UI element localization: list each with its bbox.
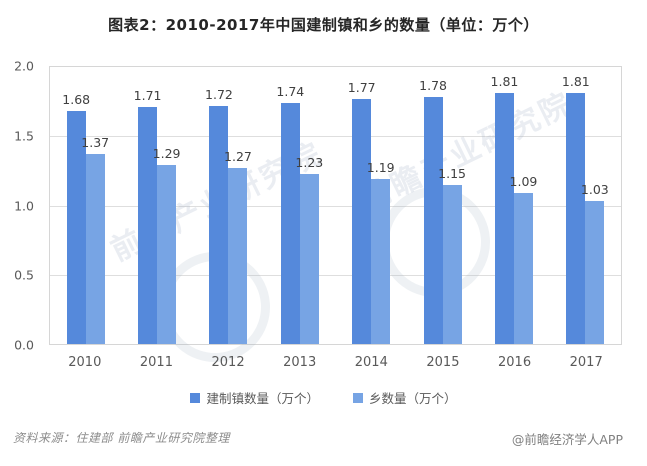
bar-group-2012: 1.72 1.27 <box>193 67 264 344</box>
legend-item-series2: 乡数量（万个） <box>353 388 457 407</box>
bar-series1-2010: 1.68 <box>62 92 90 344</box>
y-tick-label: 0.0 <box>14 337 34 353</box>
bar-series1-2014: 1.77 <box>348 80 376 344</box>
x-tick-label-2017: 2017 <box>569 355 603 370</box>
bar-value-label: 1.09 <box>509 174 538 190</box>
bar-value-label: 1.81 <box>561 74 590 90</box>
legend-label: 建制镇数量（万个） <box>206 391 319 406</box>
bar-series2-2015: 1.15 <box>438 166 466 344</box>
bar-group-2015: 1.78 1.15 <box>407 67 478 344</box>
bar-series1-2015: 1.78 <box>419 78 447 344</box>
bar-series2-2016: 1.09 <box>510 174 537 344</box>
gridline <box>50 136 621 138</box>
y-tick-label: 1.5 <box>14 128 34 144</box>
bar-series2-2017: 1.03 <box>581 182 609 344</box>
x-tick-label-2011: 2011 <box>139 355 173 370</box>
y-axis: 2.0 1.5 1.0 0.5 0.0 <box>0 59 42 353</box>
bar-series2-2012: 1.27 <box>224 149 252 344</box>
bar-value-label: 1.81 <box>490 74 519 90</box>
bar-series1-2017: 1.81 <box>562 74 590 344</box>
bar-groups: 1.68 1.37 1.71 1.29 1.72 1.27 1.74 1.23 1.77 1.19… <box>50 67 621 344</box>
bar-series2-2013: 1.23 <box>295 155 323 344</box>
bar-value-label: 1.72 <box>205 86 233 102</box>
bar-value-label: 1.71 <box>133 88 162 104</box>
x-tick-label-2013: 2013 <box>283 355 317 370</box>
legend: 建制镇数量（万个） 乡数量（万个） <box>0 388 647 407</box>
x-tick-label-2014: 2014 <box>354 355 388 370</box>
bar-value-label: 1.78 <box>419 78 447 94</box>
legend-item-series1: 建制镇数量（万个） <box>190 388 319 407</box>
bar-value-label: 1.27 <box>224 149 252 165</box>
x-tick-label-2016: 2016 <box>498 355 532 370</box>
bar-series2-2011: 1.29 <box>153 146 180 344</box>
bar-series1-2013: 1.74 <box>276 84 304 344</box>
legend-marker-icon <box>353 392 363 403</box>
x-axis: 2010 2011 2012 2013 2014 2015 2016 2017 <box>49 355 622 370</box>
bar-value-label: 1.19 <box>366 160 395 176</box>
bar-group-2011: 1.71 1.29 <box>121 67 192 344</box>
bar-series1-2011: 1.71 <box>134 88 161 344</box>
bar-value-label: 1.29 <box>152 146 181 162</box>
x-tick-label-2015: 2015 <box>426 355 460 370</box>
bar-value-label: 1.68 <box>62 92 91 108</box>
bar-value-label: 1.15 <box>438 165 466 181</box>
plot-area: 前瞻产业研究院 前瞻产业研究院 1.681.371.711.291.721.27… <box>49 66 622 381</box>
bar-value-label: 1.74 <box>276 84 305 100</box>
x-tick-label-2012: 2012 <box>211 355 245 370</box>
bar-value-label: 1.23 <box>295 154 324 170</box>
x-tick-label-2010: 2010 <box>68 355 102 370</box>
bar-series2-2014: 1.19 <box>367 160 395 344</box>
bar-group-2013: 1.74 1.23 <box>264 67 335 344</box>
legend-marker-icon <box>190 392 201 403</box>
bar-value-label: 1.03 <box>580 182 609 198</box>
bar-value-label: 1.77 <box>347 79 376 95</box>
bar-group-2010: 1.68 1.37 <box>50 67 121 344</box>
bar-series1-2016: 1.81 <box>491 74 518 344</box>
bar-series1-2012: 1.72 <box>205 87 233 344</box>
gridline <box>50 274 621 276</box>
y-tick-label: 1.0 <box>14 198 34 213</box>
y-tick-label: 2.0 <box>14 58 34 74</box>
bar-group-2017: 1.81 1.03 <box>550 67 621 344</box>
bar-series2-2010: 1.37 <box>81 135 109 344</box>
bar-value-label: 1.37 <box>81 135 110 151</box>
legend-label: 乡数量（万个） <box>369 391 457 406</box>
chart-title: 图表2：2010-2017年中国建制镇和乡的数量（单位：万个） <box>108 16 539 34</box>
bar-group-2016: 1.81 1.09 <box>478 67 549 344</box>
source-note: 资料来源：住建部 前瞻产业研究院整理 <box>13 431 230 445</box>
bar-group-2014: 1.77 1.19 <box>336 67 407 344</box>
gridline <box>50 205 621 207</box>
y-tick-label: 0.5 <box>14 267 34 283</box>
credit-note: @前瞻经济学人APP <box>511 432 623 447</box>
